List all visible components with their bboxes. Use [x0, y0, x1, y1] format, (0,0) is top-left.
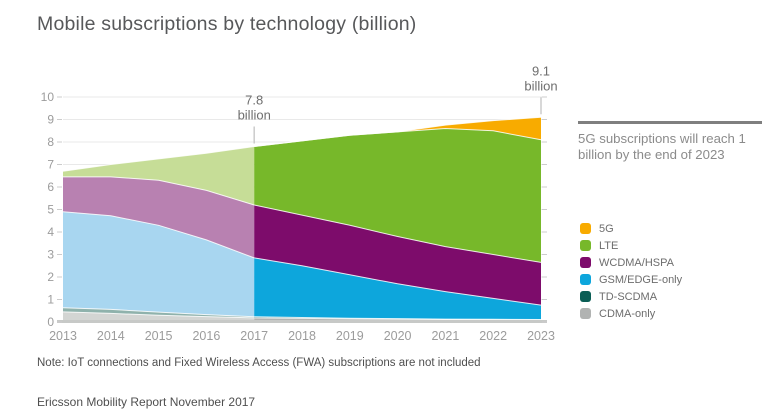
x-tick-label-2016: 2016 — [192, 329, 220, 343]
area-band-gsm-edge-only-history — [63, 211, 255, 317]
band-separator — [62, 307, 255, 318]
chart-note: Note: IoT connections and Fixed Wireless… — [37, 357, 481, 369]
x-tick-label-2020: 2020 — [384, 329, 412, 343]
x-tick-label-2014: 2014 — [97, 329, 125, 343]
y-tick-label: 8 — [47, 135, 54, 149]
y-tick-label: 9 — [47, 113, 54, 127]
legend-label: CDMA-only — [599, 308, 656, 320]
y-tick-label: 5 — [47, 203, 54, 217]
band-separator — [254, 257, 542, 306]
chart-title: Mobile subscriptions by technology (bill… — [37, 13, 417, 35]
x-tick-label-2018: 2018 — [288, 329, 316, 343]
annotation-unit: billion — [238, 108, 271, 123]
x-tick-label-2019: 2019 — [336, 329, 364, 343]
annotation-unit: billion — [524, 78, 557, 93]
band-separator — [63, 176, 255, 206]
y-tick-label: 10 — [41, 90, 55, 104]
y-tick-label: 6 — [47, 180, 54, 194]
band-separator — [254, 316, 542, 320]
legend-swatch — [580, 308, 591, 319]
legend-swatch — [580, 257, 591, 268]
sidebar-callout-text: 5G subscriptions will reach 1 billion by… — [578, 131, 746, 162]
legend-item-wcdma-hspa: WCDMA/HSPA — [580, 254, 682, 271]
area-band-wcdma-hspa-forecast — [254, 205, 541, 306]
x-tick-label-2015: 2015 — [145, 329, 173, 343]
legend-item-lte: LTE — [580, 237, 682, 254]
sidebar-divider — [578, 121, 762, 124]
band-separator — [62, 146, 255, 172]
legend-swatch — [580, 274, 591, 285]
x-tick-label-2013: 2013 — [49, 329, 77, 343]
x-tick-label-2022: 2022 — [479, 329, 507, 343]
band-separator — [254, 204, 542, 263]
band-separator — [62, 311, 255, 319]
y-tick-label: 2 — [47, 270, 54, 284]
area-band-wcdma-hspa-history — [63, 176, 255, 258]
report-source: Ericsson Mobility Report November 2017 — [37, 395, 256, 409]
x-tick-label-2023: 2023 — [527, 329, 555, 343]
legend-item-cdma-only: CDMA-only — [580, 305, 682, 322]
annotation-value: 7.8 — [245, 93, 263, 108]
legend-item-gsm-edge-only: GSM/EDGE-only — [580, 271, 682, 288]
area-band-gsm-edge-only-forecast — [254, 257, 541, 320]
area-band-5g-forecast — [254, 117, 541, 147]
legend-item-5g: 5G — [580, 220, 682, 237]
legend-swatch — [580, 240, 591, 251]
legend-label: TD-SCDMA — [599, 291, 658, 303]
legend-label: WCDMA/HSPA — [599, 257, 674, 269]
band-separator — [254, 116, 542, 147]
y-tick-label: 1 — [47, 293, 54, 307]
legend-label: GSM/EDGE-only — [599, 274, 683, 286]
legend-label: LTE — [599, 240, 619, 252]
legend-label: 5G — [599, 223, 614, 235]
legend-item-td-scdma: TD-SCDMA — [580, 288, 682, 305]
legend: 5G LTE WCDMA/HSPA GSM/EDGE-only TD-SCDMA CDMA… — [580, 220, 682, 322]
x-tick-label-2017: 2017 — [240, 329, 268, 343]
y-tick-label: 0 — [47, 315, 54, 329]
y-tick-label: 4 — [47, 225, 54, 239]
area-band-td-scdma-history — [63, 307, 255, 318]
band-separator — [62, 211, 255, 259]
legend-swatch — [580, 291, 591, 302]
legend-swatch — [580, 223, 591, 234]
area-band-cdma-only-history — [63, 311, 255, 322]
annotation-value: 9.1 — [532, 63, 550, 78]
y-tick-label: 3 — [47, 248, 54, 262]
y-tick-label: 7 — [47, 158, 54, 172]
x-tick-label-2021: 2021 — [431, 329, 459, 343]
area-band-lte-forecast — [254, 128, 541, 263]
